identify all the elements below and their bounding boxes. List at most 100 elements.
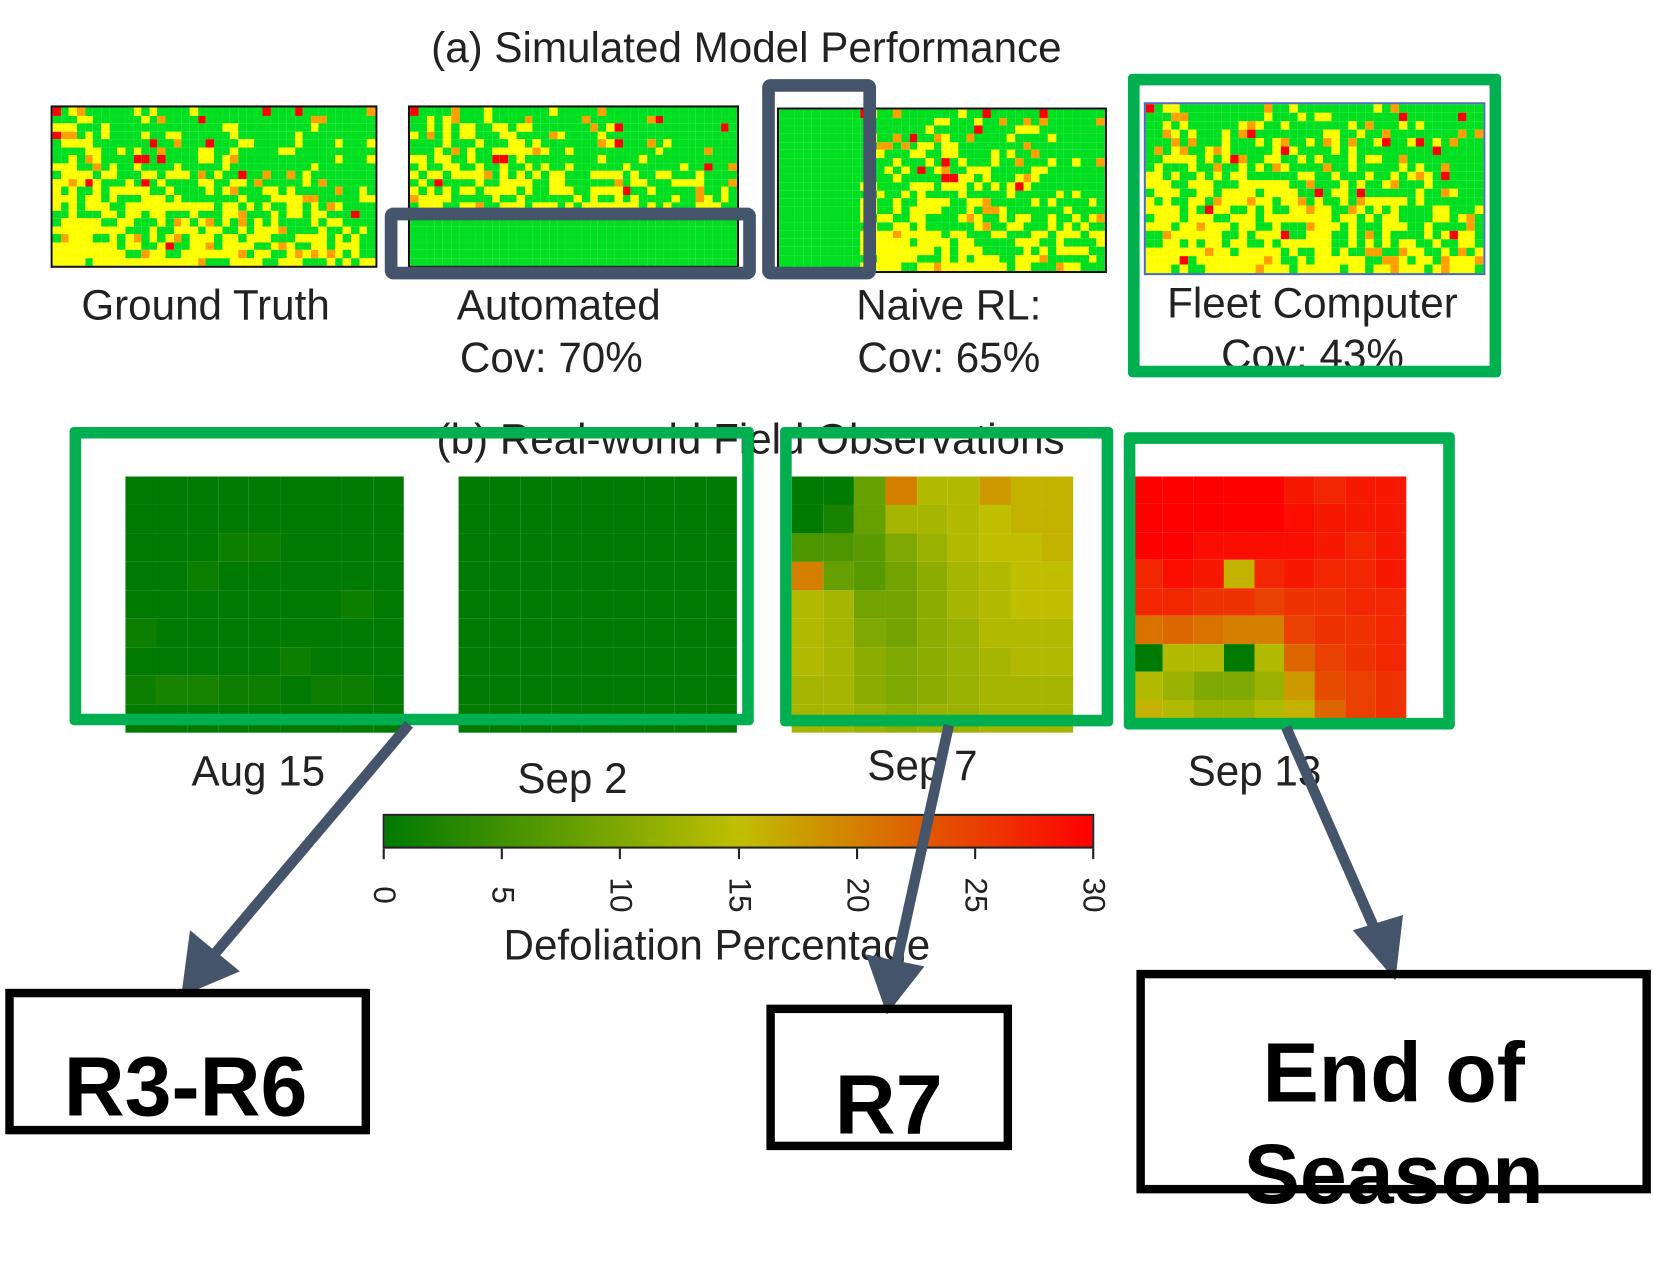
heatmap-cell [343, 194, 352, 203]
heatmap-cell [1154, 146, 1163, 155]
heatmap-cell [1255, 154, 1264, 164]
heatmap-cell [966, 238, 975, 247]
heatmap-cell [557, 154, 566, 163]
heatmap-cell [1145, 171, 1155, 181]
heatmap-cell [310, 226, 319, 235]
heatmap-cell [1424, 129, 1433, 139]
heatmap-cell [917, 206, 926, 215]
heatmap-cell [197, 162, 206, 171]
heatmap-cell [246, 147, 255, 155]
heatmap-cell [728, 202, 737, 211]
heatmap-cell [655, 241, 664, 250]
heatmap-cell [1339, 239, 1349, 248]
heatmap-cell [278, 218, 287, 227]
heatmap-cell [1096, 222, 1105, 231]
heatmap-cell [1179, 121, 1189, 130]
arrow-end-of-season [1281, 725, 1386, 946]
heatmap-cell [76, 107, 85, 116]
heatmap-cell [1474, 146, 1484, 155]
heatmap-cell [1088, 222, 1097, 231]
heatmap-cell [1096, 230, 1105, 239]
heatmap-cell [901, 117, 910, 126]
heatmap-cell [125, 123, 134, 132]
heatmap-cell [205, 139, 215, 148]
heatmap-cell [1171, 239, 1180, 248]
heatmap-cell [302, 154, 311, 163]
heatmap-cell [990, 141, 999, 150]
heatmap-cell [565, 234, 574, 242]
field-cell [310, 504, 342, 534]
heatmap-cell [704, 154, 713, 163]
heatmap-cell [1474, 129, 1484, 139]
heatmap-cell [941, 141, 951, 150]
heatmap-cell [548, 218, 558, 227]
heatmap-cell [990, 125, 999, 134]
heatmap-cell [1179, 163, 1189, 172]
heatmap-cell [222, 154, 231, 163]
heatmap-cell [1015, 190, 1024, 199]
heatmap-cell [1297, 222, 1307, 231]
heatmap-cell [426, 186, 435, 195]
heatmap-cell [795, 182, 804, 191]
heatmap-cell [1031, 254, 1040, 263]
heatmap-cell [181, 123, 190, 132]
heatmap-cell [720, 257, 729, 266]
heatmap-cell [246, 218, 255, 227]
heatmap-cell [499, 202, 509, 211]
heatmap-cell [214, 194, 223, 203]
heatmap-cell [1449, 104, 1458, 113]
heatmap-cell [214, 234, 223, 242]
heatmap-cell [205, 234, 215, 242]
heatmap-cell [516, 139, 525, 148]
heatmap-cell [795, 254, 804, 263]
heatmap-cell [966, 166, 975, 175]
heatmap-cell [1039, 125, 1048, 134]
heatmap-cell [516, 154, 525, 163]
heatmap-cell [222, 210, 231, 219]
heatmap-cell [1280, 256, 1290, 265]
heatmap-cell [589, 186, 598, 195]
heatmap-cell [1348, 264, 1357, 274]
heatmap-cell [524, 218, 533, 227]
heatmap-cell [1432, 264, 1442, 274]
heatmap-cell [367, 162, 376, 171]
heatmap-cell [1424, 121, 1433, 130]
heatmap-cell [1080, 158, 1089, 167]
heatmap-cell [933, 133, 942, 142]
heatmap-cell [1039, 149, 1048, 159]
heatmap-cell [1230, 146, 1239, 155]
field-cell [249, 590, 281, 619]
heatmap-cell [950, 254, 959, 263]
heatmap-cell [1204, 205, 1214, 215]
heatmap-cell [1047, 133, 1056, 142]
heatmap-cell [1039, 214, 1048, 223]
heatmap-cell [1145, 230, 1155, 240]
heatmap-cell [573, 162, 582, 171]
heatmap-cell [622, 249, 631, 258]
heatmap-cell [165, 170, 174, 179]
heatmap-cell [418, 154, 427, 163]
heatmap-cell [1007, 109, 1016, 118]
heatmap-cell [779, 214, 788, 223]
heatmap-cell [933, 149, 942, 159]
heatmap-cell [1424, 197, 1433, 206]
r7-callout-text: R7 [834, 1057, 943, 1152]
heatmap-cell [1080, 190, 1089, 199]
heatmap-cell [467, 139, 476, 148]
r7-highlight-box [780, 426, 1114, 727]
heatmap-cell [1230, 163, 1239, 172]
field-cell [458, 647, 490, 676]
heatmap-cell [876, 117, 885, 126]
heatmap-cell [597, 202, 607, 211]
heatmap-cell [1007, 222, 1016, 231]
heatmap-cell [109, 218, 118, 227]
heatmap-cell [1007, 158, 1016, 167]
heatmap-cell [982, 166, 991, 175]
heatmap-cell [1221, 180, 1231, 189]
heatmap-cell [884, 109, 894, 118]
automated-coverage: Cov: 70% [459, 335, 643, 382]
heatmap-cell [189, 249, 198, 258]
field-cell [613, 618, 645, 648]
heatmap-cell [852, 125, 861, 134]
heatmap-cell [343, 218, 352, 227]
